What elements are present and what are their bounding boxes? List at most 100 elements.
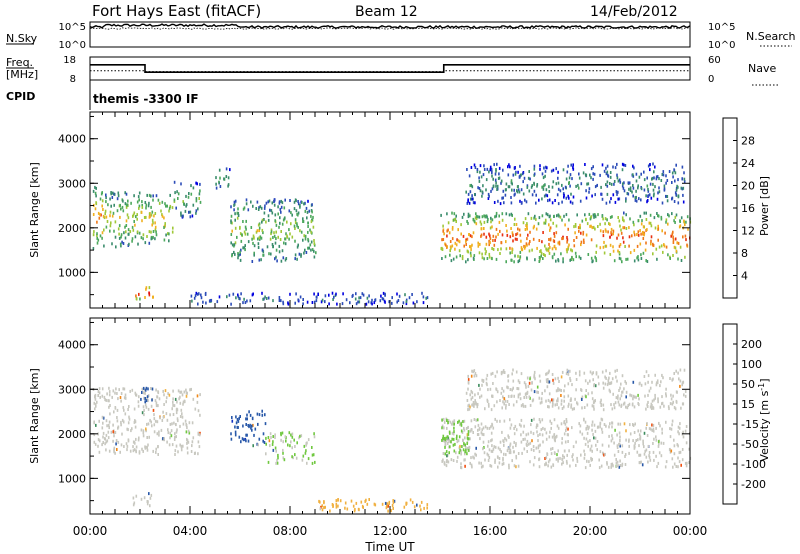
heatmap-cell [643, 188, 646, 192]
heatmap-cell [563, 405, 565, 409]
heatmap-cell [553, 234, 556, 238]
heatmap-cell [145, 286, 148, 290]
heatmap-cell [555, 389, 558, 393]
heatmap-cell [657, 461, 660, 465]
heatmap-cell [644, 394, 646, 398]
heatmap-cell [617, 249, 619, 253]
heatmap-cell [646, 228, 648, 232]
heatmap-cell [252, 204, 254, 208]
heatmap-cell [565, 213, 568, 217]
heatmap-cell [125, 224, 128, 227]
heatmap-cell [520, 201, 523, 205]
heatmap-cell [476, 418, 479, 422]
heatmap-cell [489, 165, 492, 169]
heatmap-cell [563, 193, 565, 197]
data-region [465, 368, 687, 412]
heatmap-cell [538, 216, 541, 220]
heatmap-cell [200, 296, 203, 300]
heatmap-cell [487, 453, 490, 457]
power-ylabel: Slant Range [km] [28, 162, 41, 258]
heatmap-cell [257, 208, 260, 211]
heatmap-cell [674, 221, 676, 224]
heatmap-cell [416, 503, 418, 507]
heatmap-cell [485, 235, 488, 239]
heatmap-cell [295, 209, 298, 213]
heatmap-cell [500, 391, 503, 395]
heatmap-cell [604, 452, 606, 456]
heatmap-cell [374, 298, 376, 302]
heatmap-cell [591, 449, 593, 453]
heatmap-cell [270, 230, 273, 234]
heatmap-cell [469, 461, 471, 465]
heatmap-cell [549, 245, 551, 249]
heatmap-cell [450, 422, 453, 426]
heatmap-cell [554, 199, 556, 202]
heatmap-cell [192, 203, 195, 207]
heatmap-cell [588, 212, 591, 216]
heatmap-cell [495, 184, 497, 188]
heatmap-cell [304, 237, 307, 241]
heatmap-cell [539, 167, 541, 171]
heatmap-cell [461, 445, 463, 448]
heatmap-cell [285, 439, 287, 443]
heatmap-cell [545, 188, 548, 192]
heatmap-cell [635, 395, 637, 399]
heatmap-cell [542, 176, 545, 180]
heatmap-cell [622, 186, 625, 190]
heatmap-cell [639, 437, 642, 441]
heatmap-cell [525, 395, 528, 399]
heatmap-cell [471, 465, 473, 469]
heatmap-cell [169, 431, 172, 435]
heatmap-cell [574, 251, 577, 255]
heatmap-cell [198, 445, 201, 449]
heatmap-cell [452, 257, 455, 261]
heatmap-cell [245, 439, 247, 443]
heatmap-cell [101, 231, 104, 235]
heatmap-cell [484, 252, 487, 256]
heatmap-cell [351, 294, 354, 298]
heatmap-cell [466, 452, 468, 456]
heatmap-cell [471, 185, 474, 189]
heatmap-cell [251, 428, 253, 432]
heatmap-cell [490, 372, 492, 376]
heatmap-cell [467, 374, 469, 378]
heatmap-cell [652, 162, 654, 166]
heatmap-cell [614, 428, 616, 432]
heatmap-cell [508, 213, 511, 217]
heatmap-cell [444, 255, 447, 259]
heatmap-cell [520, 188, 523, 192]
heatmap-cell [653, 176, 655, 180]
heatmap-cell [116, 408, 119, 412]
heatmap-cell [403, 505, 406, 509]
heatmap-cell [467, 448, 470, 452]
heatmap-cell [551, 373, 554, 376]
heatmap-cell [181, 412, 183, 416]
heatmap-cell [108, 386, 110, 390]
heatmap-cell [298, 436, 300, 440]
heatmap-cell [282, 440, 284, 444]
heatmap-cell [614, 200, 617, 204]
heatmap-cell [273, 203, 276, 207]
heatmap-cell [526, 185, 529, 189]
heatmap-cell [244, 232, 247, 236]
heatmap-cell [604, 217, 607, 221]
heatmap-cell [617, 422, 619, 426]
heatmap-cell [357, 300, 359, 304]
heatmap-cell [540, 397, 543, 401]
heatmap-cell [167, 392, 169, 396]
heatmap-cell [533, 417, 535, 421]
heatmap-cell [652, 450, 655, 454]
heatmap-cell [629, 186, 632, 190]
heatmap-cell [506, 449, 509, 453]
heatmap-cell [119, 450, 121, 454]
heatmap-cell [527, 233, 529, 237]
heatmap-cell [498, 220, 501, 224]
heatmap-cell [676, 443, 679, 447]
heatmap-cell [557, 241, 559, 245]
heatmap-cell [448, 231, 451, 235]
heatmap-cell [185, 391, 188, 395]
heatmap-cell [186, 441, 188, 445]
heatmap-cell [196, 292, 199, 296]
